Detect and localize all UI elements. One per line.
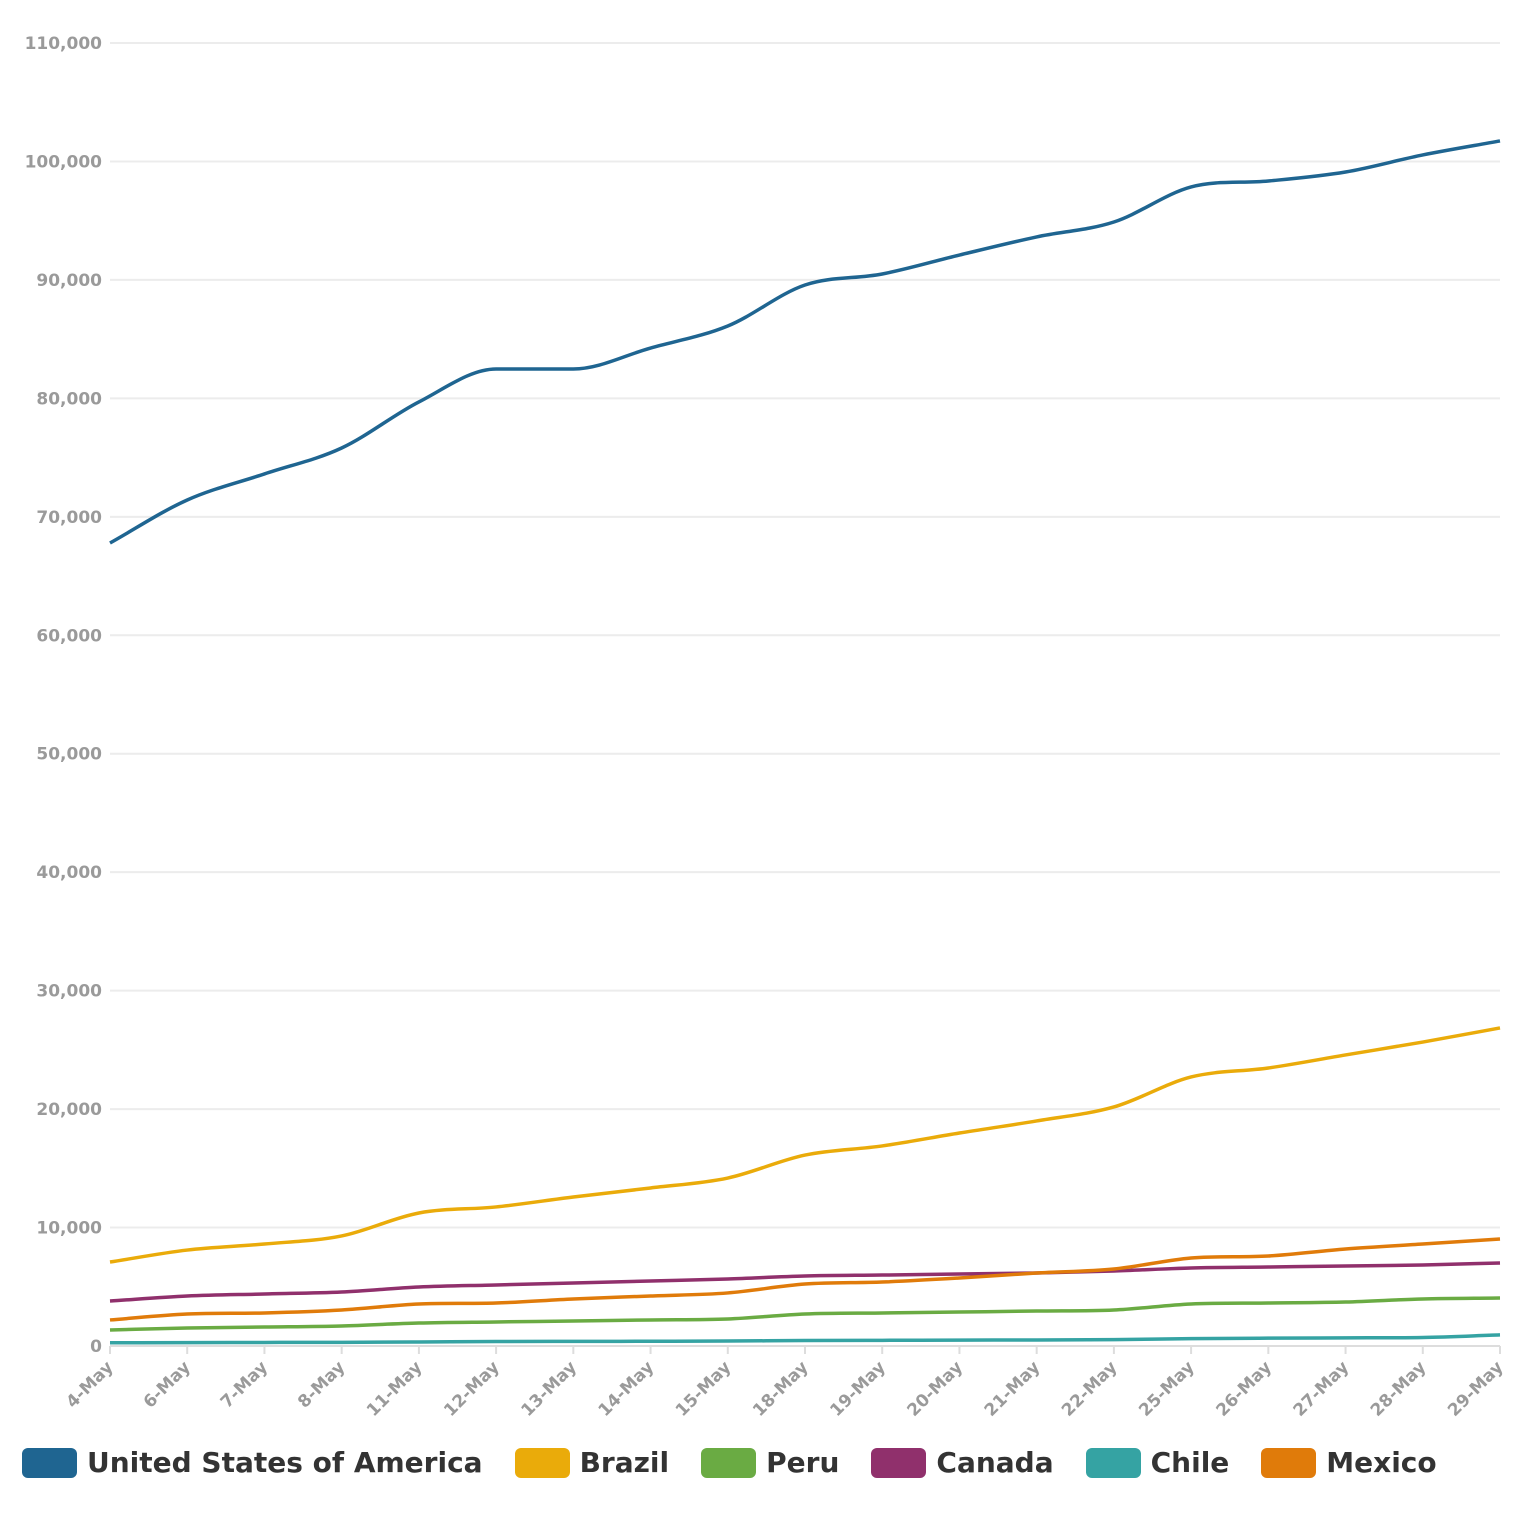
x-tick-label: 4-May [62, 1357, 117, 1412]
legend-item[interactable]: Peru [701, 1446, 839, 1479]
legend-swatch [701, 1447, 757, 1478]
legend-item[interactable]: Mexico [1261, 1446, 1437, 1479]
legend: United States of America Brazil Peru Canada… [22, 1446, 1469, 1479]
x-tick-label: 22-May [1058, 1357, 1121, 1420]
x-tick-label: 7-May [217, 1357, 272, 1412]
legend-label: United States of America [87, 1446, 483, 1479]
x-tick-label: 18-May [749, 1357, 812, 1420]
legend-label: Chile [1150, 1446, 1230, 1479]
series-line-brazil [109, 1026, 1501, 1264]
series-line-united-states-of-america [109, 139, 1501, 545]
y-tick-label: 30,000 [36, 982, 102, 1002]
legend-label: Peru [766, 1446, 840, 1479]
y-axis: 0 10,000 20,000 30,000 40,000 50,000 60,000 70,… [25, 34, 103, 1357]
gridlines [110, 42, 1500, 1347]
y-tick-label: 0 [90, 1337, 102, 1357]
x-axis: 4-May 6-May 7-May 8-May 11-May 12-May 13-May 14… [62, 1346, 1508, 1421]
x-tick-label: 28-May [1367, 1357, 1430, 1420]
legend-swatch [1085, 1447, 1141, 1478]
y-tick-label: 70,000 [36, 508, 102, 528]
x-tick-label: 11-May [363, 1357, 426, 1420]
x-tick-label: 8-May [294, 1357, 349, 1412]
legend-swatch [871, 1447, 927, 1478]
legend-item[interactable]: Chile [1085, 1446, 1230, 1479]
y-tick-label: 10,000 [36, 1219, 102, 1239]
y-tick-label: 80,000 [36, 389, 102, 409]
y-tick-label: 40,000 [36, 863, 102, 883]
legend-item[interactable]: Canada [871, 1446, 1054, 1479]
x-tick-label: 12-May [440, 1357, 503, 1420]
legend-item[interactable]: United States of America [22, 1446, 483, 1479]
legend-swatch [514, 1447, 570, 1478]
x-tick-label: 21-May [981, 1357, 1044, 1420]
y-tick-label: 110,000 [25, 34, 103, 54]
x-tick-label: 14-May [595, 1357, 658, 1420]
x-tick-label: 26-May [1212, 1357, 1275, 1420]
legend-label: Brazil [579, 1446, 670, 1479]
x-tick-label: 13-May [517, 1357, 580, 1420]
y-tick-label: 60,000 [36, 626, 102, 646]
legend-swatch [1261, 1447, 1317, 1478]
legend-item[interactable]: Brazil [514, 1446, 670, 1479]
x-tick-label: 20-May [904, 1357, 967, 1420]
y-tick-label: 20,000 [36, 1100, 102, 1120]
legend-label: Canada [936, 1446, 1054, 1479]
series-line-peru [109, 1296, 1501, 1332]
x-tick-label: 15-May [672, 1357, 735, 1420]
x-tick-label: 19-May [826, 1357, 889, 1420]
y-tick-label: 50,000 [36, 745, 102, 765]
x-tick-label: 27-May [1290, 1357, 1353, 1420]
series-line-chile [109, 1333, 1501, 1345]
series-line-mexico [109, 1237, 1501, 1322]
x-tick-label: 29-May [1444, 1357, 1507, 1420]
legend-swatch [22, 1447, 77, 1478]
series-line-canada [109, 1261, 1501, 1303]
y-tick-label: 90,000 [36, 271, 102, 291]
legend-label: Mexico [1326, 1446, 1437, 1479]
y-tick-label: 100,000 [25, 152, 103, 172]
series-lines [109, 139, 1501, 1345]
x-tick-label: 6-May [140, 1357, 195, 1412]
line-chart: 0 10,000 20,000 30,000 40,000 50,000 60,000 70,… [25, 34, 1508, 1421]
x-tick-label: 25-May [1135, 1357, 1198, 1420]
